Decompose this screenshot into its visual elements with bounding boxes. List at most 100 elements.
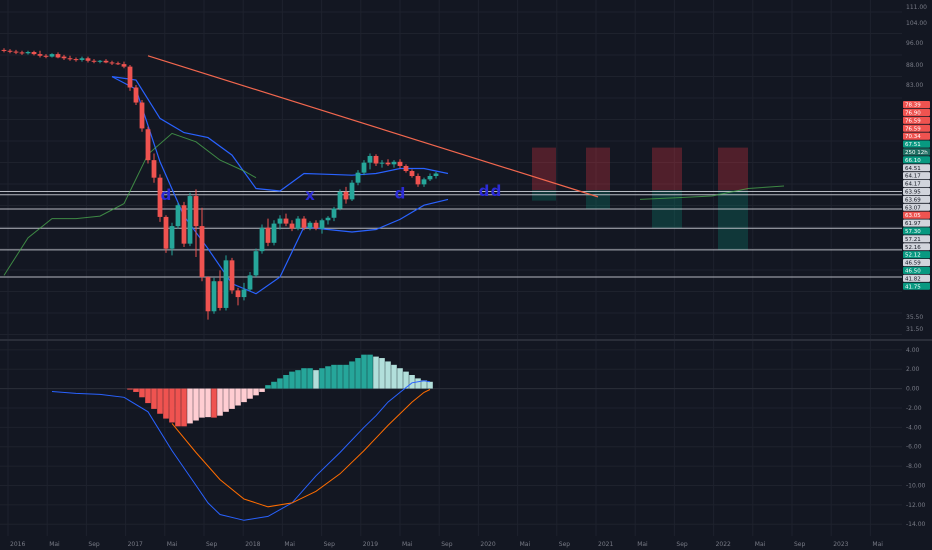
macd-axis-tick: -10.00	[906, 482, 926, 489]
price-label-text: 57.21	[905, 237, 921, 243]
candle-body	[103, 60, 109, 63]
candle-body	[25, 52, 31, 54]
macd-histogram-bar	[403, 371, 409, 389]
time-axis-tick: 2020	[480, 541, 495, 548]
candle-body	[247, 275, 253, 290]
candle-body	[367, 155, 373, 163]
macd-histogram-bar	[181, 388, 187, 427]
price-label-tag	[903, 259, 930, 267]
price-label-tag	[903, 116, 930, 124]
price-label-tag	[903, 195, 930, 203]
position-boxes[interactable]	[532, 147, 748, 250]
channel-upper-line	[111, 76, 449, 192]
candle-body	[115, 63, 121, 65]
price-label-tag	[903, 164, 930, 172]
macd-histogram-bar	[211, 388, 217, 418]
candle-body	[217, 281, 223, 308]
price-label-text: 52.16	[905, 245, 921, 251]
price-axis-tick: 96.00	[906, 40, 923, 47]
price-label-text: 61.97	[905, 221, 921, 227]
take-profit-zone	[718, 190, 748, 250]
macd-histogram-bar	[157, 388, 163, 414]
macd-histogram-bar	[313, 370, 319, 389]
time-axis-tick: Sep	[559, 541, 571, 548]
macd-histogram-bar	[205, 388, 211, 418]
candle-body	[361, 162, 367, 173]
macd-histogram-bar	[385, 361, 391, 389]
price-axis[interactable]: 111.00 104.00 96.00 88.00 83.00 35.50 31.50 78.…	[903, 4, 930, 333]
macd-histogram-bar	[253, 388, 259, 396]
take-profit-zone	[586, 190, 610, 209]
candle-body	[325, 217, 331, 221]
horizontal-levels[interactable]	[0, 190, 902, 278]
time-axis-tick: Sep	[441, 541, 453, 548]
macd-histogram-bar	[373, 356, 379, 389]
time-axis-tick: 2021	[598, 541, 613, 548]
macd-histogram-bar	[187, 388, 193, 424]
signal-mark: x	[305, 186, 315, 204]
time-axis-tick: 2017	[128, 541, 143, 548]
candle-body	[121, 64, 127, 67]
price-label-text: 64.17	[905, 182, 921, 188]
price-indicators	[3, 76, 785, 295]
macd-histogram-bar	[343, 364, 349, 389]
macd-axis-tick: -4.00	[906, 424, 922, 431]
candlestick-series	[1, 48, 439, 320]
candle-body	[145, 129, 151, 161]
macd-histogram-bar	[223, 388, 229, 412]
macd-axis[interactable]: 4.00 2.00 0.00 -2.00 -4.00 -6.00 -8.00 -10.00 -1…	[906, 347, 926, 528]
macd-histogram-bar	[331, 364, 337, 389]
price-label-tag	[903, 124, 930, 132]
macd-histogram-bar	[301, 368, 307, 389]
candle-body	[91, 60, 97, 62]
candle-body	[109, 62, 115, 64]
time-axis[interactable]: 2016 Mai Sep 2017 Mai Sep 2018 Mai Sep 2019 Mai Sep…	[10, 541, 883, 548]
candle-body	[379, 162, 385, 164]
grid-lines	[0, 0, 902, 536]
macd-histogram-bar	[379, 358, 385, 389]
signal-mark: d	[479, 182, 490, 200]
price-label-text: 52.12	[905, 253, 921, 259]
candle-body	[259, 227, 265, 252]
macd-histogram-bar	[295, 370, 301, 389]
price-label-tag	[903, 172, 930, 180]
price-label-tag	[903, 251, 930, 259]
price-label-text: 66.10	[905, 158, 921, 164]
price-label-text: 46.50	[905, 269, 921, 275]
price-label-text: 63.07	[905, 205, 921, 211]
macd-histogram-bar	[289, 371, 295, 389]
macd-line	[51, 380, 431, 521]
price-label-text: 250 12h	[905, 150, 928, 156]
candle-body	[193, 196, 199, 227]
candle-body	[85, 58, 91, 61]
macd-histogram-bar	[337, 364, 343, 389]
macd-histogram-bar	[421, 380, 427, 389]
candle-body	[205, 277, 211, 312]
macd-histogram-bar	[349, 361, 355, 389]
trendline-drawing[interactable]	[147, 55, 599, 198]
macd-histogram-bar	[397, 368, 403, 389]
macd-histogram-bar	[319, 368, 325, 389]
macd-histogram-bar	[367, 354, 373, 389]
candle-body	[301, 218, 307, 228]
time-axis-tick: Mai	[872, 541, 883, 548]
candle-body	[289, 223, 295, 229]
candle-body	[37, 54, 43, 56]
candle-body	[433, 173, 439, 177]
moving-average-line	[3, 132, 257, 276]
price-label-text: 41.75	[905, 284, 921, 290]
macd-axis-tick: -12.00	[906, 502, 926, 509]
price-label-tag	[903, 108, 930, 116]
price-axis-tick: 88.00	[906, 62, 923, 69]
macd-histogram-bar	[175, 388, 181, 427]
time-axis-tick: Mai	[167, 541, 178, 548]
macd-axis-tick: -2.00	[906, 405, 922, 412]
candle-body	[43, 55, 49, 57]
time-axis-tick: 2016	[10, 541, 25, 548]
candle-body	[31, 52, 37, 55]
time-axis-tick: Sep	[324, 541, 336, 548]
candle-body	[181, 205, 187, 244]
candle-body	[307, 222, 313, 228]
